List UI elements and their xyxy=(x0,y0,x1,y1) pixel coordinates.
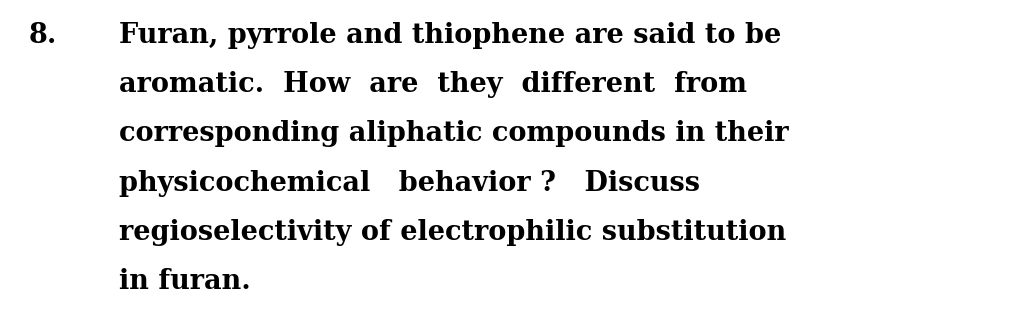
Text: aromatic.  How  are  they  different  from: aromatic. How are they different from xyxy=(119,71,747,98)
Text: Furan, pyrrole and thiophene are said to be: Furan, pyrrole and thiophene are said to… xyxy=(119,22,781,49)
Text: 8.: 8. xyxy=(29,22,57,49)
Text: physicochemical   behavior ?   Discuss: physicochemical behavior ? Discuss xyxy=(119,170,700,197)
Text: regioselectivity of electrophilic substitution: regioselectivity of electrophilic substi… xyxy=(119,219,786,246)
Text: corresponding aliphatic compounds in their: corresponding aliphatic compounds in the… xyxy=(119,120,788,148)
Text: in furan.: in furan. xyxy=(119,268,251,295)
